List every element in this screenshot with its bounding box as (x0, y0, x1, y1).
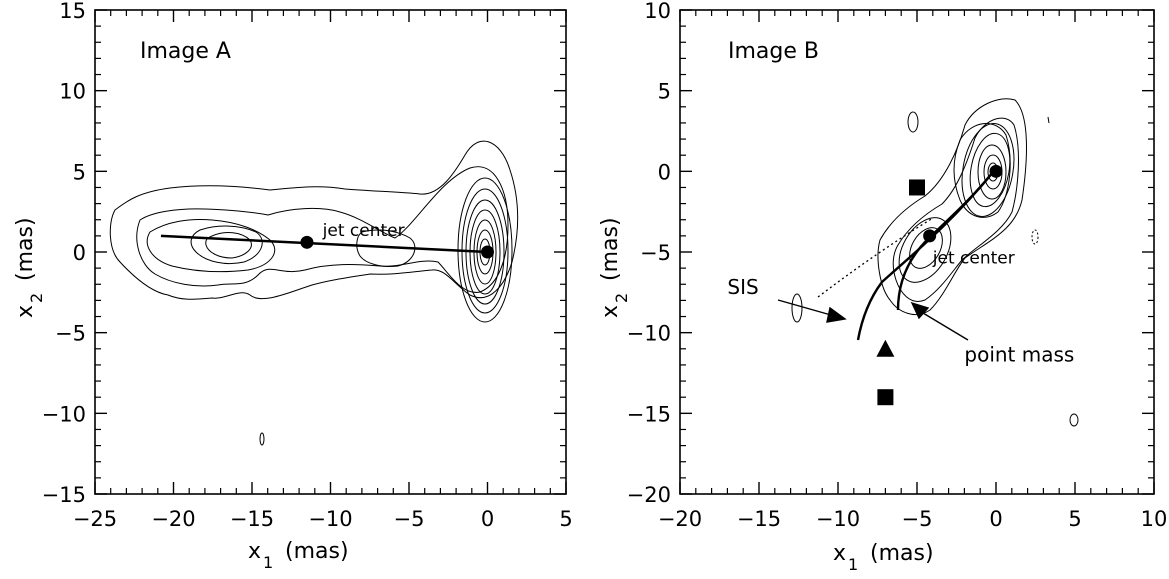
contour-lines (791, 98, 1079, 427)
contour-2 (892, 117, 1019, 302)
contour-3 (953, 123, 1011, 218)
circle-marker (300, 235, 314, 249)
x-axis-label: x 1 (mas) (248, 539, 349, 572)
x-axis-label-sub: 1 (263, 553, 273, 572)
x-tick-label: −25 (73, 507, 117, 531)
square-marker (909, 179, 925, 196)
panel-image-b: −20 −15 −10 −5 0 5 10 −20 −15 −10 −5 0 5 10 (598, 0, 1167, 574)
panel-title: Image B (728, 39, 819, 64)
axis-ticks (94, 9, 567, 495)
contour-5 (205, 232, 252, 259)
x-tick-label: 0 (481, 507, 494, 531)
y-tick-label: 0 (658, 160, 671, 184)
y-tick-label: −5 (640, 241, 671, 265)
x-tick-label: 0 (989, 507, 1002, 531)
contour-lines (109, 140, 519, 446)
outer-contour (877, 98, 1027, 315)
annotation-arrows (777, 299, 969, 341)
markers (300, 235, 494, 259)
y-tick-label: −10 (42, 402, 86, 426)
markers (876, 164, 1003, 406)
x-tick-label: −15 (737, 507, 781, 531)
y-axis-label: x 2 (mas) (13, 217, 46, 318)
x-tick-label: −5 (902, 507, 933, 531)
small-contour (791, 293, 803, 323)
circle-marker (989, 164, 1003, 178)
circle-marker (923, 229, 937, 243)
point-mass-arrow-line (917, 309, 969, 341)
x-axis-label: x 1 (mas) (833, 541, 934, 574)
axis-ticks (679, 9, 1155, 495)
plot-frame (94, 9, 567, 495)
triangle-marker (876, 339, 895, 357)
y-tick-label: 10 (59, 80, 86, 104)
contour-6 (356, 229, 416, 267)
y-axis-label: x 2 (mas) (598, 217, 631, 318)
x-tick-label: −10 (816, 507, 860, 531)
small-contour (907, 111, 919, 133)
y-tick-label: 15 (59, 0, 86, 23)
y-tick-labels: −15 −10 −5 0 5 10 15 (42, 0, 86, 507)
y-tick-label: 5 (73, 160, 86, 184)
knot-contour-1 (898, 217, 952, 283)
small-contour-dashed (1031, 229, 1039, 245)
panel-title: Image A (140, 39, 231, 64)
y-tick-label: 0 (73, 241, 86, 265)
core-contour-2 (969, 132, 1011, 208)
sis-arrow-head (826, 306, 847, 323)
x-axis-label-main: x (248, 539, 261, 564)
y-tick-label: −15 (627, 402, 671, 426)
x-tick-labels: −25 −20 −15 −10 −5 0 5 (73, 507, 573, 531)
small-contour (1069, 413, 1079, 427)
sis-label: SIS (727, 275, 758, 299)
contour-3 (146, 219, 276, 273)
jet-center-label: jet center (932, 248, 1015, 268)
y-axis-label-main: x (598, 305, 623, 318)
x-axis-label-unit: (mas) (285, 539, 349, 564)
point-mass-label: point mass (964, 343, 1074, 367)
x-tick-label: 5 (1068, 507, 1081, 531)
y-axis-label-sub: 2 (27, 293, 46, 303)
outer-contour (109, 140, 519, 300)
x-tick-label: −15 (230, 507, 274, 531)
contour-4 (190, 225, 263, 265)
x-tick-label: −10 (308, 507, 352, 531)
x-tick-label: −5 (394, 507, 425, 531)
x-tick-label: 5 (559, 507, 572, 531)
y-tick-labels: −20 −15 −10 −5 0 5 10 (627, 0, 671, 507)
x-tick-label: −20 (658, 507, 702, 531)
dotted-curve (817, 217, 934, 298)
x-axis-label-unit: (mas) (870, 541, 934, 566)
y-tick-label: −20 (627, 483, 671, 507)
y-axis-label-sub: 2 (612, 293, 631, 303)
square-marker (877, 389, 894, 406)
jet-line (160, 234, 488, 254)
contour-2 (136, 166, 509, 293)
core-contour-1 (961, 123, 1015, 217)
small-contour (259, 432, 265, 446)
y-tick-label: 10 (644, 0, 671, 23)
y-tick-label: 5 (658, 80, 671, 104)
small-contour (1047, 116, 1050, 124)
y-axis-label-unit: (mas) (598, 217, 623, 281)
core-contour-3 (977, 144, 1007, 200)
point-mass-arrow-head (910, 301, 930, 320)
y-tick-label: −15 (42, 483, 86, 507)
x-tick-labels: −20 −15 −10 −5 0 5 10 (658, 507, 1168, 531)
y-axis-label-main: x (13, 305, 38, 318)
x-tick-label: −20 (151, 507, 195, 531)
x-axis-label-sub: 1 (848, 555, 858, 574)
x-tick-label: 10 (1141, 507, 1168, 531)
y-tick-label: −5 (55, 322, 86, 346)
circle-marker (481, 245, 494, 259)
x-axis-label-main: x (833, 541, 846, 566)
y-axis-label-unit: (mas) (13, 217, 38, 281)
y-tick-label: −10 (627, 322, 671, 346)
jet-center-label: jet center (322, 221, 405, 241)
